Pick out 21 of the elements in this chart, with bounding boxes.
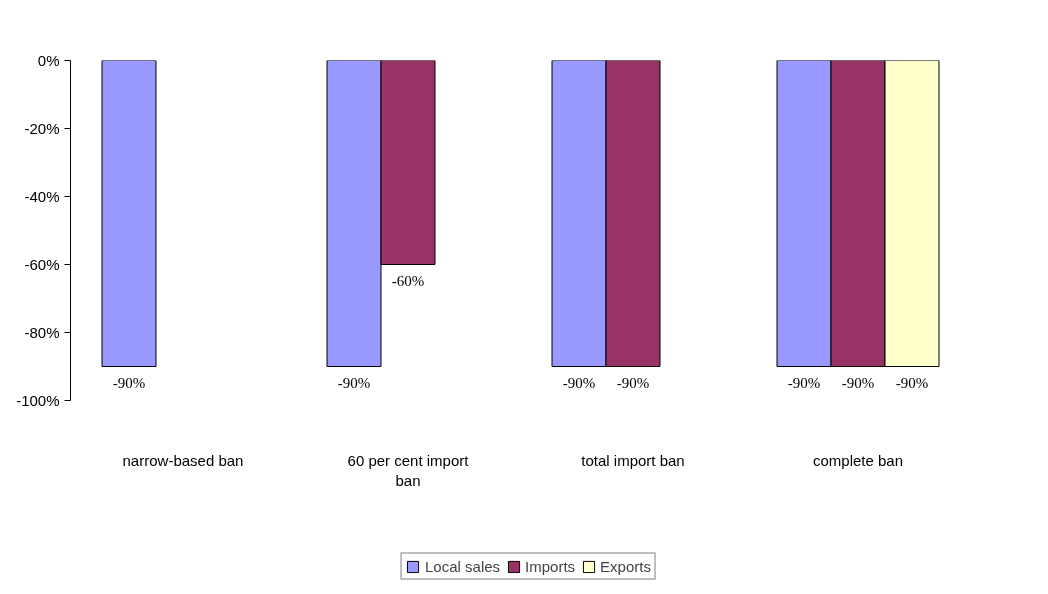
- y-tick-label: -40%: [24, 188, 60, 205]
- y-tick-label: -100%: [16, 392, 60, 409]
- data-label: -90%: [841, 374, 875, 391]
- data-label: -90%: [337, 374, 371, 391]
- legend-label: Imports: [525, 557, 576, 575]
- legend-label: Exports: [600, 557, 651, 575]
- data-label: -60%: [391, 272, 425, 289]
- y-tick-label: -20%: [24, 120, 60, 137]
- y-tick-label: -60%: [24, 256, 60, 273]
- x-tick-label: complete ban: [812, 451, 904, 469]
- y-tick-label: 0%: [37, 52, 60, 69]
- data-label: -90%: [616, 374, 650, 391]
- x-tick-label: total import ban: [581, 451, 685, 469]
- data-label: -90%: [112, 374, 146, 391]
- data-label: -90%: [787, 374, 821, 391]
- x-tick-label: 60 per cent import ban: [347, 451, 470, 489]
- y-tick-label: -80%: [24, 324, 60, 341]
- data-label: -90%: [562, 374, 596, 391]
- data-label: -90%: [895, 374, 929, 391]
- legend-label: Local sales: [425, 557, 501, 575]
- x-tick-label: narrow-based ban: [122, 451, 244, 469]
